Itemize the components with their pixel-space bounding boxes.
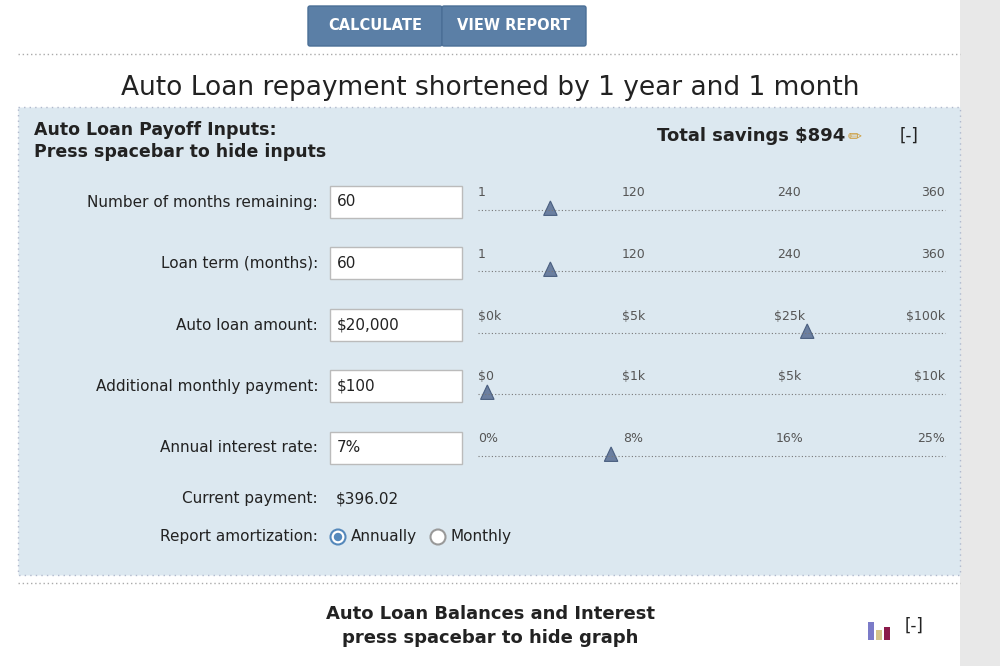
Text: $0k: $0k	[478, 310, 501, 322]
Text: Additional monthly payment:: Additional monthly payment:	[96, 378, 318, 394]
Text: $100: $100	[337, 378, 376, 394]
Text: $1k: $1k	[622, 370, 645, 384]
Text: Auto loan amount:: Auto loan amount:	[176, 318, 318, 332]
Text: Auto Loan Payoff Inputs:: Auto Loan Payoff Inputs:	[34, 121, 277, 139]
Text: $25k: $25k	[774, 310, 805, 322]
Circle shape	[430, 529, 446, 545]
Text: CALCULATE: CALCULATE	[328, 19, 422, 33]
Text: 60: 60	[337, 194, 356, 210]
Text: 0%: 0%	[478, 432, 498, 446]
FancyBboxPatch shape	[308, 6, 442, 46]
Text: Annually: Annually	[351, 529, 417, 545]
Text: Report amortization:: Report amortization:	[160, 529, 318, 545]
Text: Loan term (months):: Loan term (months):	[161, 256, 318, 270]
Text: Auto Loan repayment shortened by 1 year and 1 month: Auto Loan repayment shortened by 1 year …	[121, 75, 859, 101]
Text: press spacebar to hide graph: press spacebar to hide graph	[342, 629, 638, 647]
FancyBboxPatch shape	[330, 309, 462, 341]
Text: 240: 240	[778, 248, 801, 260]
Text: 7%: 7%	[337, 440, 361, 456]
Bar	[868, 622, 874, 640]
Bar	[960, 0, 1000, 666]
FancyBboxPatch shape	[330, 432, 462, 464]
Text: 25%: 25%	[917, 432, 945, 446]
Text: 360: 360	[921, 248, 945, 260]
Text: Total savings $894: Total savings $894	[657, 127, 845, 145]
Circle shape	[330, 529, 346, 545]
Circle shape	[334, 533, 342, 541]
Text: 120: 120	[622, 186, 645, 200]
FancyBboxPatch shape	[330, 247, 462, 279]
Text: $0: $0	[478, 370, 494, 384]
Text: Annual interest rate:: Annual interest rate:	[160, 440, 318, 456]
Text: [-]: [-]	[900, 127, 919, 145]
Text: 8%: 8%	[624, 432, 644, 446]
Text: Monthly: Monthly	[451, 529, 512, 545]
Text: 240: 240	[778, 186, 801, 200]
Text: 60: 60	[337, 256, 356, 270]
Text: Press spacebar to hide inputs: Press spacebar to hide inputs	[34, 143, 326, 161]
Text: 1: 1	[478, 186, 486, 200]
Bar	[876, 630, 882, 640]
Polygon shape	[544, 262, 557, 276]
Text: ✏: ✏	[848, 127, 862, 145]
Text: $5k: $5k	[778, 370, 801, 384]
Text: $100k: $100k	[906, 310, 945, 322]
Text: VIEW REPORT: VIEW REPORT	[457, 19, 571, 33]
Polygon shape	[800, 324, 814, 338]
Text: [-]: [-]	[905, 617, 924, 635]
Text: 360: 360	[921, 186, 945, 200]
Text: Auto Loan Balances and Interest: Auto Loan Balances and Interest	[326, 605, 654, 623]
Bar	[884, 627, 890, 640]
Text: 120: 120	[622, 248, 645, 260]
Text: $5k: $5k	[622, 310, 645, 322]
Text: Number of months remaining:: Number of months remaining:	[87, 194, 318, 210]
FancyBboxPatch shape	[330, 186, 462, 218]
FancyBboxPatch shape	[330, 370, 462, 402]
Text: $20,000: $20,000	[337, 318, 400, 332]
FancyBboxPatch shape	[18, 107, 960, 575]
FancyBboxPatch shape	[442, 6, 586, 46]
Polygon shape	[481, 385, 494, 400]
Text: 1: 1	[478, 248, 486, 260]
Text: 16%: 16%	[776, 432, 803, 446]
Text: Current payment:: Current payment:	[182, 492, 318, 507]
Text: $10k: $10k	[914, 370, 945, 384]
Text: $396.02: $396.02	[336, 492, 399, 507]
Polygon shape	[544, 201, 557, 215]
Polygon shape	[604, 447, 618, 462]
